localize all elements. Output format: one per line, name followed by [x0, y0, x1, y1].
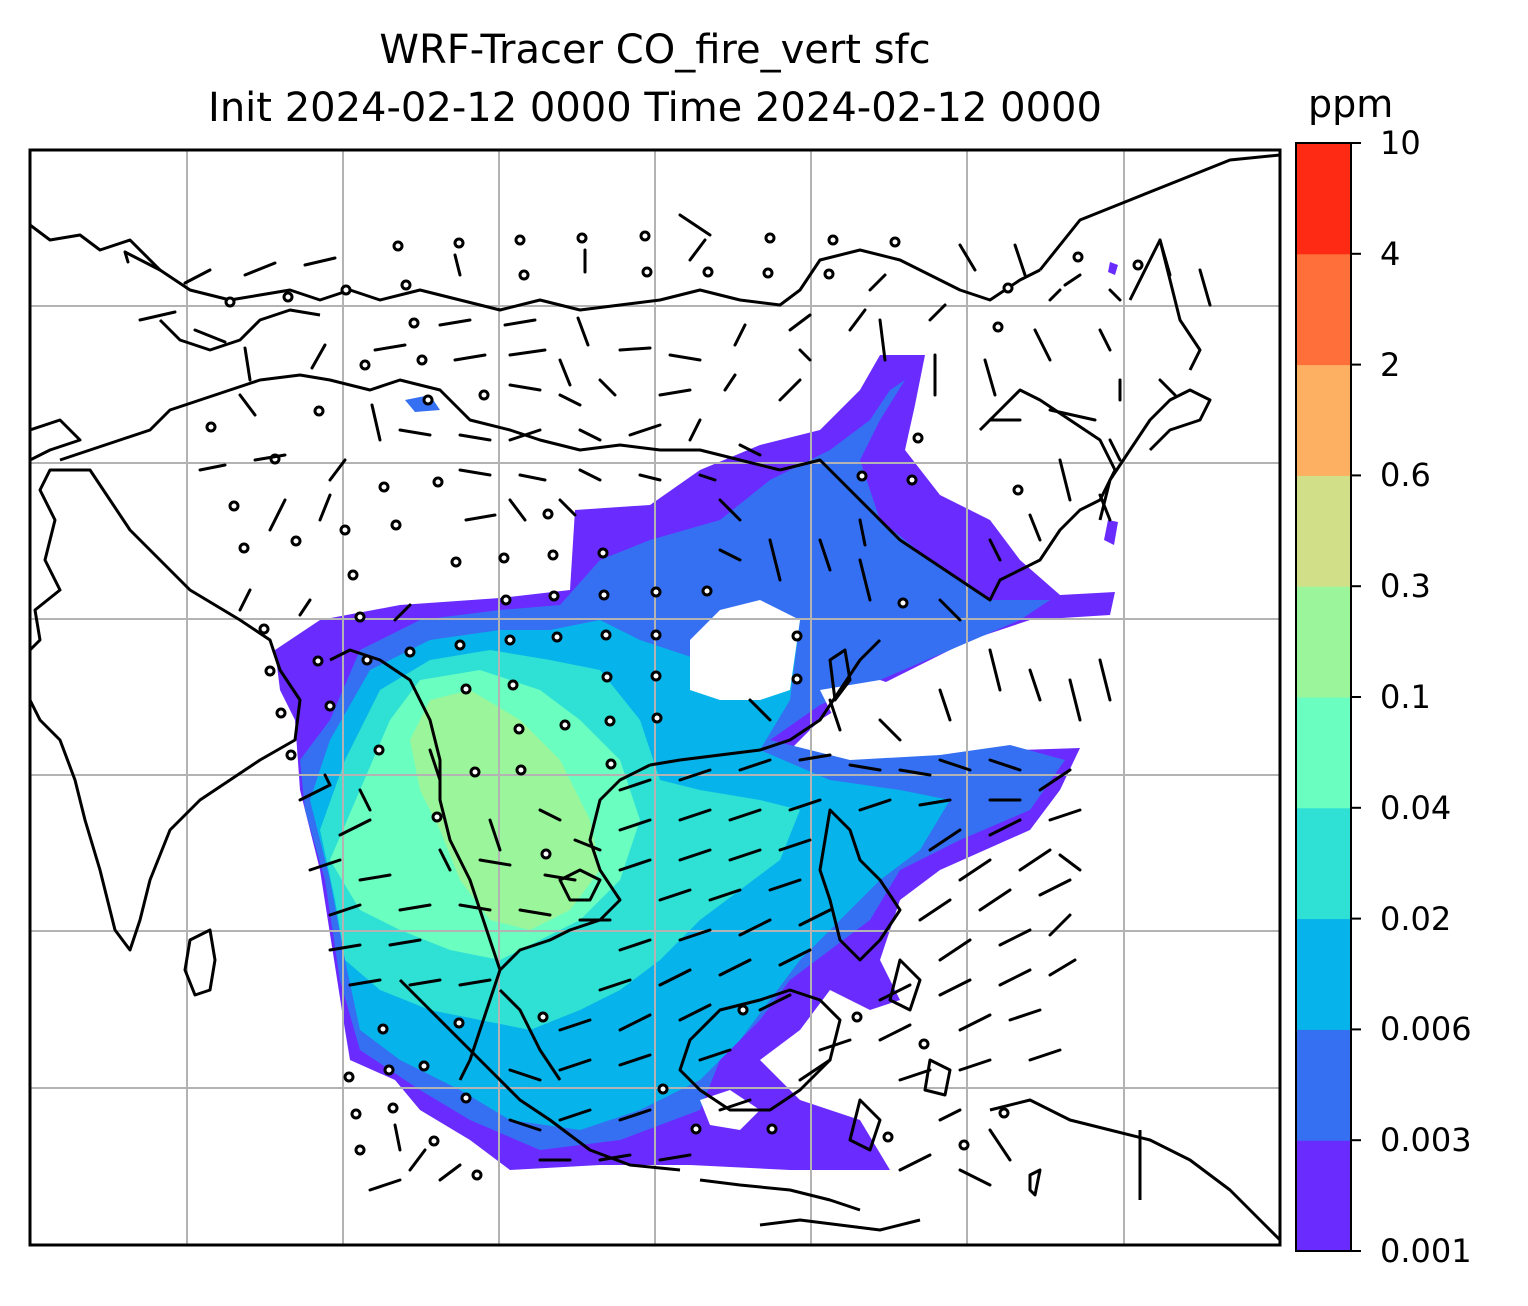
colorbar-tick-label: 0.1 — [1380, 678, 1431, 716]
colorbar-tick-label: 0.02 — [1380, 899, 1452, 938]
colorbar-band — [1296, 1140, 1351, 1252]
colorbar-tick-label: 0.04 — [1380, 788, 1452, 827]
tracer-layer-01 — [410, 690, 600, 930]
graticule — [30, 150, 1280, 1245]
colorbar-tick-label: 0.006 — [1380, 1010, 1472, 1049]
colorbar-ticks — [1351, 142, 1361, 1252]
colorbar-tick-label: 0.3 — [1380, 567, 1431, 606]
colorbar-band — [1296, 475, 1351, 587]
map-frame — [28, 148, 1282, 1247]
colorbar-tick-label: 0.001 — [1380, 1232, 1472, 1270]
map-panel — [30, 150, 1280, 1245]
colorbar-tick-label: 4 — [1380, 234, 1401, 273]
colorbar-unit-label: ppm — [1308, 82, 1394, 126]
map-title-line2: Init 2024-02-12 0000 Time 2024-02-12 000… — [208, 85, 1102, 131]
colorbar-band — [1296, 586, 1351, 698]
colorbar-band — [1296, 697, 1351, 809]
colorbar-band — [1296, 807, 1351, 920]
colorbar-band — [1296, 143, 1351, 255]
colorbar-tick-label: 0.6 — [1380, 456, 1431, 495]
wind-barbs — [123, 213, 1212, 1192]
colorbar-tick-label: 2 — [1380, 345, 1401, 384]
map-title-line1: WRF-Tracer CO_fire_vert sfc — [379, 27, 931, 73]
colorbar-band — [1296, 253, 1351, 366]
colorbar — [1296, 143, 1351, 1252]
colorbar-tick-label: 0.003 — [1380, 1121, 1472, 1160]
colorbar-tick-label: 10 — [1380, 124, 1421, 162]
colorbar-band — [1296, 918, 1351, 1030]
calm-wind-circles — [205, 230, 1144, 1181]
colorbar-band — [1296, 1029, 1351, 1141]
tracer-shading — [275, 262, 1118, 1170]
tracer-speck-north — [405, 395, 440, 412]
colorbar-band — [1296, 364, 1351, 476]
